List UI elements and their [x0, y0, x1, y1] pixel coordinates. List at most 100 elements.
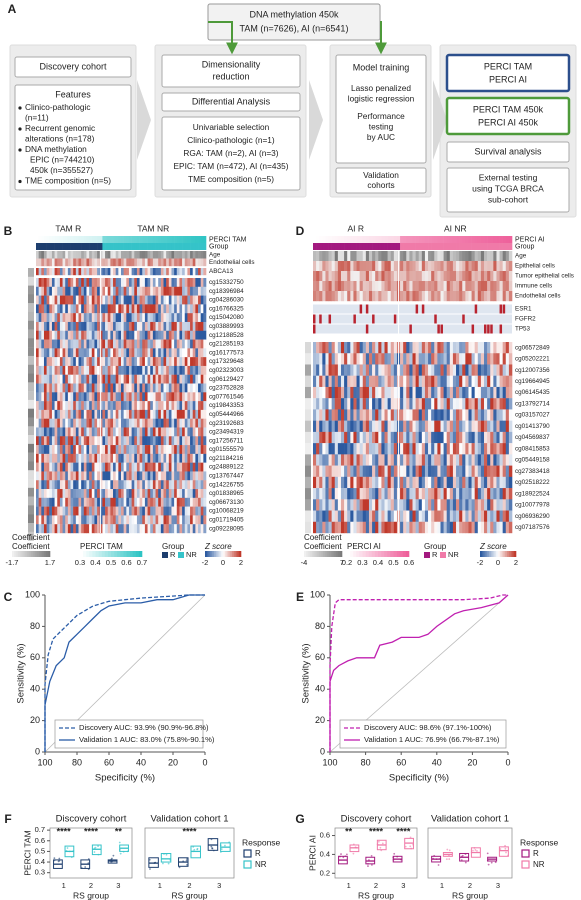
group-track [115, 243, 119, 250]
legend-gradient [508, 551, 511, 557]
heatmap-cell [144, 357, 148, 367]
heatmap-cell [480, 291, 485, 302]
label: Clinico-pathologic [25, 102, 91, 112]
heatmap-cell [359, 386, 364, 399]
heatmap-cell [203, 497, 207, 507]
score-track [126, 236, 130, 243]
heatmap-cell [142, 392, 146, 402]
heatmap-cell [46, 409, 50, 419]
heatmap-cell [121, 286, 124, 296]
heatmap-cell [493, 398, 497, 410]
heatmap-cell [415, 499, 420, 511]
heatmap-cell [115, 304, 119, 314]
heatmap-cell [171, 339, 175, 349]
heatmap-cell [502, 375, 507, 388]
heatmap-cell [431, 386, 435, 399]
heatmap-cell [118, 365, 122, 375]
heatmap-cell [168, 304, 172, 314]
heatmap-cell [182, 357, 186, 367]
heatmap-cell [313, 386, 317, 399]
panel-title: Validation cohort 1 [431, 814, 509, 825]
score-track [94, 236, 98, 243]
heatmap-cell [387, 465, 392, 478]
heatmap-cell [203, 445, 207, 455]
heatmap-cell [38, 295, 42, 305]
heatmap-cell [192, 286, 196, 296]
heatmap-cell [107, 313, 111, 323]
heatmap-cell [83, 383, 87, 393]
heatmap-cell [487, 499, 491, 511]
heatmap-cell [415, 510, 420, 522]
heatmap-cell [182, 480, 186, 490]
heatmap-cell [160, 392, 164, 402]
coefficient-cell [28, 470, 34, 480]
heatmap-cell [121, 418, 124, 428]
heatmap-cell [499, 521, 503, 534]
heatmap-cell [59, 268, 63, 276]
heatmap-cell [415, 443, 420, 455]
heatmap-cell [331, 454, 336, 466]
heatmap-cell [487, 271, 491, 282]
heatmap-cell [152, 295, 156, 305]
heatmap-cell [73, 348, 77, 358]
heatmap-cell [477, 364, 482, 376]
heatmap-cell [418, 409, 423, 421]
heatmap-cell [131, 383, 135, 393]
heatmap-cell [465, 488, 469, 500]
heatmap-cell [480, 431, 485, 444]
heatmap-cell [83, 436, 87, 446]
label: Group [209, 243, 229, 250]
heatmap-cell [142, 506, 146, 516]
heatmap-cell [128, 321, 132, 331]
heatmap-cell [353, 281, 357, 292]
heatmap-cell [499, 454, 503, 466]
heatmap-cell [409, 510, 413, 522]
heatmap-cell [36, 524, 39, 534]
heatmap-cell [313, 454, 317, 466]
heatmap-cell [179, 313, 183, 323]
heatmap-cell [46, 365, 50, 375]
heatmap-cell [187, 365, 191, 375]
heatmap-cell [415, 271, 420, 282]
group-track [319, 243, 323, 250]
heatmap-cell [190, 480, 194, 490]
heatmap-cell [70, 489, 74, 499]
heatmap-cell [94, 462, 98, 472]
legend-gradient [233, 551, 236, 557]
heatmap-cell [362, 271, 367, 282]
heatmap-cell [123, 497, 127, 507]
heatmap-cell [424, 398, 429, 410]
legend-gradient [138, 551, 143, 557]
heatmap-cell [78, 515, 82, 525]
heatmap-cell [155, 436, 159, 446]
heatmap-cell [67, 357, 71, 367]
significance: **** [182, 826, 197, 836]
heatmap-cell [97, 348, 101, 358]
score-track [428, 236, 432, 243]
heatmap-cell [179, 330, 183, 340]
heatmap-cell [378, 465, 382, 478]
legend-gradient [323, 551, 326, 557]
heatmap-cell [452, 398, 457, 410]
heatmap-cell [73, 383, 77, 393]
heatmap-cell [431, 499, 435, 511]
heatmap-cell [313, 431, 317, 444]
heatmap-cell [38, 339, 42, 349]
heatmap-cell [203, 392, 207, 402]
legend-title: Response [520, 837, 559, 847]
heatmap-cell [471, 454, 475, 466]
mutation-mark [409, 324, 412, 334]
heatmap-cell [113, 321, 116, 331]
heatmap-cell [168, 409, 172, 419]
heatmap-cell [97, 409, 101, 419]
heatmap-cell [184, 374, 188, 384]
group-track [160, 243, 164, 250]
heatmap-cell [412, 431, 416, 444]
heatmap-cell [121, 348, 124, 358]
heatmap-cell [337, 281, 342, 292]
heatmap-cell [412, 443, 416, 455]
heatmap-cell [356, 271, 360, 282]
heatmap-cell [131, 401, 135, 411]
heatmap-cell [89, 286, 93, 296]
heatmap-cell [46, 462, 50, 472]
